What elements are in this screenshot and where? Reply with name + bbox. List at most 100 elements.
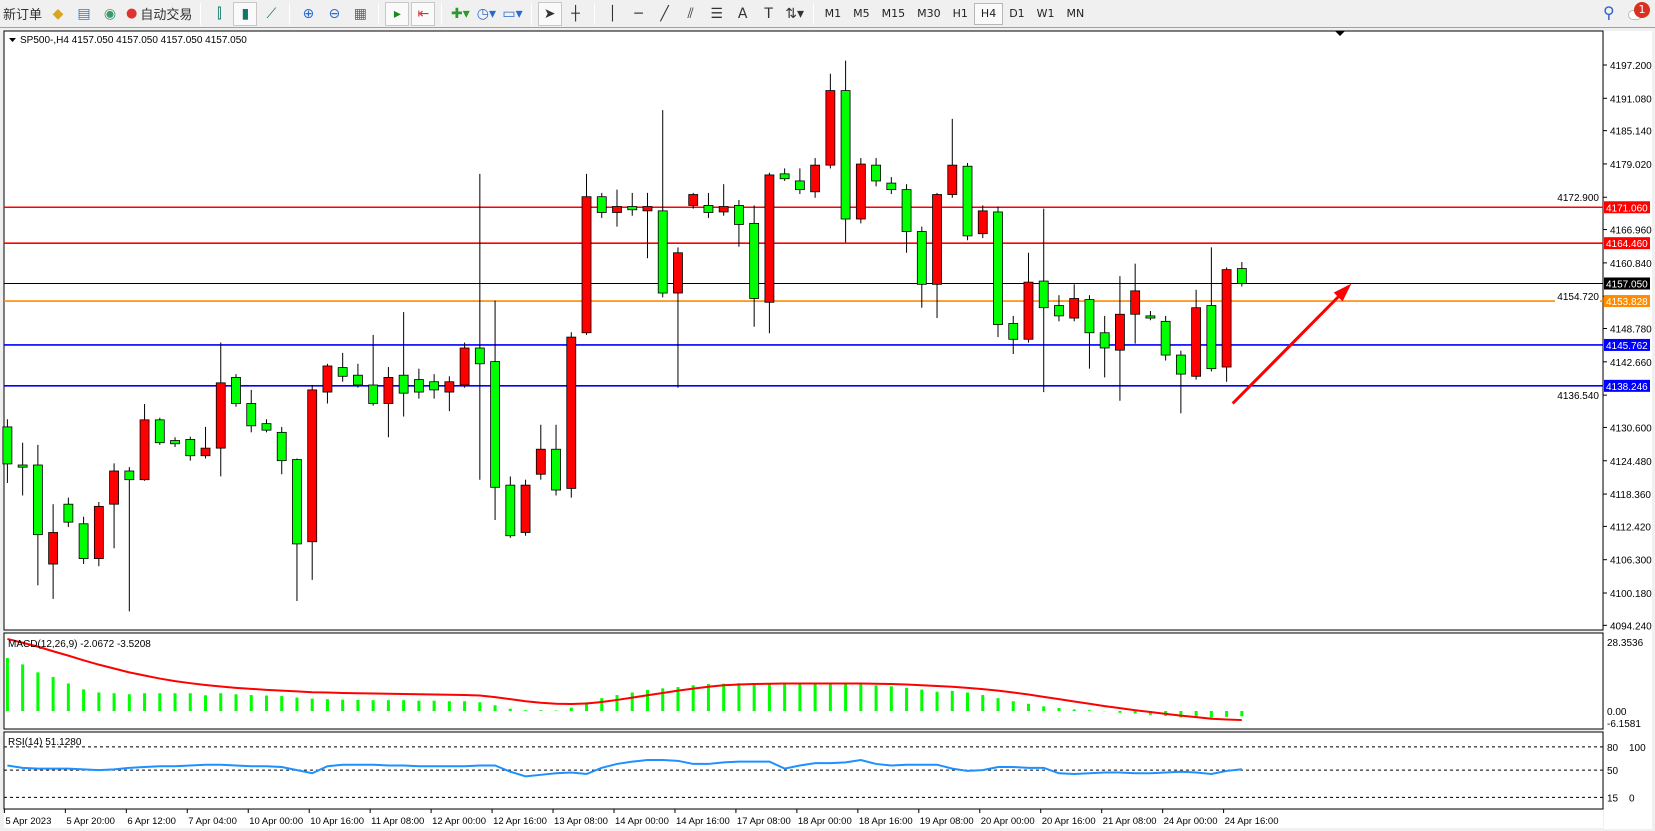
fibonacci-icon[interactable]: ☰ xyxy=(710,5,723,22)
text-label-icon[interactable]: T xyxy=(764,5,773,22)
auto-scroll-icon[interactable]: ▸ xyxy=(385,1,410,26)
new-order-button[interactable]: 新订单 xyxy=(3,8,43,23)
signals-icon[interactable]: ◉ xyxy=(103,5,117,22)
macd-y-label: -6.1581 xyxy=(1607,719,1641,730)
rsi-y-label: 50 xyxy=(1607,766,1619,777)
candle-body xyxy=(947,164,958,195)
x-tick-label: 18 Apr 16:00 xyxy=(859,816,913,827)
periods-icon[interactable]: ◷▾ xyxy=(476,5,496,22)
timeframe-h1[interactable]: H1 xyxy=(952,7,968,20)
timeframe-m15[interactable]: M15 xyxy=(881,7,906,20)
line-chart-icon[interactable]: ⟋ xyxy=(266,5,277,22)
x-tick-label: 21 Apr 08:00 xyxy=(1103,816,1157,827)
candle-body xyxy=(459,347,470,386)
candle-body xyxy=(444,381,455,393)
candle-body xyxy=(170,440,180,445)
timeframe-m30[interactable]: M30 xyxy=(917,7,941,20)
candle-body xyxy=(1099,332,1110,349)
timeframe-d1[interactable]: D1 xyxy=(1009,7,1025,20)
chart-shift-icon[interactable]: ⇤ xyxy=(411,1,436,26)
candlestick-icon[interactable]: ▮ xyxy=(233,1,258,26)
macd-label: MACD(12,26,9) -2.0672 -3.5208 xyxy=(8,639,151,650)
candle-body xyxy=(185,439,196,457)
timeframe-bar: M1 M5 M15 M30 H1 H4 D1 W1 MN xyxy=(819,2,1091,25)
candle-body xyxy=(810,164,821,193)
timeframe-h4[interactable]: H4 xyxy=(973,2,1004,25)
market-watch-icon[interactable]: ◆ xyxy=(52,5,64,22)
candle-body xyxy=(413,379,424,393)
candle-body xyxy=(779,173,790,180)
price-label-bg xyxy=(1604,201,1650,214)
y-tick-label: 4142.660 xyxy=(1610,358,1652,369)
timeframe-m1[interactable]: M1 xyxy=(824,7,842,20)
arrows-icon[interactable]: ⇅▾ xyxy=(785,5,805,22)
text-icon[interactable]: A xyxy=(737,5,748,22)
candle-body xyxy=(474,347,485,365)
chart-menu-icon[interactable] xyxy=(9,38,16,42)
y-tick-label: 4118.360 xyxy=(1610,490,1651,501)
zoom-in-icon[interactable]: ⊕ xyxy=(302,5,315,22)
candle-body xyxy=(734,205,744,225)
x-tick-label: 14 Apr 00:00 xyxy=(615,816,669,827)
candle-body xyxy=(840,90,851,220)
y-tick-label: 4136.540 xyxy=(1557,391,1599,402)
candle-body xyxy=(353,374,363,386)
equidistant-channel-icon[interactable]: ⫽ xyxy=(687,5,694,22)
candle-body xyxy=(109,470,119,505)
main-pane xyxy=(3,30,1604,631)
macd-pane xyxy=(3,632,1604,730)
search-icon[interactable]: ⚲ xyxy=(1603,3,1615,22)
price-label: 4138.246 xyxy=(1606,382,1648,393)
candle-body xyxy=(124,470,135,481)
timeframe-m5[interactable]: M5 xyxy=(853,7,870,20)
time-axis xyxy=(4,810,1603,828)
y-tick-label-bg xyxy=(1555,389,1600,402)
y-tick-label: 4185.140 xyxy=(1610,127,1652,138)
navigator-icon[interactable]: ▤ xyxy=(77,5,91,22)
crosshair-icon[interactable]: ┼ xyxy=(571,5,580,22)
y-tick-label-bg xyxy=(1555,290,1600,303)
candle-body xyxy=(1115,313,1125,351)
vertical-line-icon[interactable]: │ xyxy=(608,5,617,22)
candle-body xyxy=(657,210,668,294)
candle-body xyxy=(581,196,592,334)
candle-body xyxy=(307,389,318,543)
candle-body xyxy=(368,384,379,404)
trendline-icon[interactable]: ╱ xyxy=(660,5,669,22)
indicators-icon[interactable]: ✚▾ xyxy=(450,5,470,22)
toolbar: 新订单 ◆ ▤ ◉ ● 自动交易 ⫿ ▮ ⟋ ⊕ ⊖ ▦ ▸ ⇤ ✚▾ ◷▾ ▭▾… xyxy=(0,0,1655,28)
candle-body xyxy=(932,194,942,285)
auto-trading-button[interactable]: ● 自动交易 xyxy=(126,6,193,23)
candle-body xyxy=(596,196,607,213)
x-tick-label: 18 Apr 00:00 xyxy=(798,816,852,827)
y-tick-label: 4160.840 xyxy=(1610,259,1652,270)
y-tick-label: 4148.780 xyxy=(1610,325,1652,336)
candle-body xyxy=(1084,299,1095,334)
candle-body xyxy=(1130,290,1141,315)
candle-body xyxy=(78,523,89,560)
bar-chart-icon[interactable]: ⫿ xyxy=(217,5,222,22)
candle-body xyxy=(612,206,622,213)
x-tick-label: 14 Apr 16:00 xyxy=(676,816,730,827)
cursor-icon[interactable]: ➤ xyxy=(537,1,562,26)
timeframe-w1[interactable]: W1 xyxy=(1036,7,1055,20)
candle-body xyxy=(1145,315,1156,319)
timeframe-mn[interactable]: MN xyxy=(1066,7,1085,20)
notifications-button[interactable]: 1 xyxy=(1628,2,1650,24)
candle-body xyxy=(48,532,59,565)
candle-body xyxy=(17,464,28,468)
templates-icon[interactable]: ▭▾ xyxy=(502,5,523,22)
trend-arrow[interactable] xyxy=(1231,285,1350,405)
rsi-label: RSI(14) 51.1280 xyxy=(8,737,82,748)
candle-body xyxy=(703,205,714,213)
horizontal-line-icon[interactable]: ─ xyxy=(634,5,643,22)
candle-body xyxy=(1191,307,1202,377)
candle-body xyxy=(977,210,988,235)
tile-windows-icon[interactable]: ▦ xyxy=(353,5,367,22)
price-axis xyxy=(1604,31,1652,829)
x-tick-label: 12 Apr 16:00 xyxy=(493,816,547,827)
y-tick-label: 4112.420 xyxy=(1610,522,1651,533)
zoom-out-icon[interactable]: ⊖ xyxy=(328,5,341,22)
candle-body xyxy=(1160,320,1171,356)
